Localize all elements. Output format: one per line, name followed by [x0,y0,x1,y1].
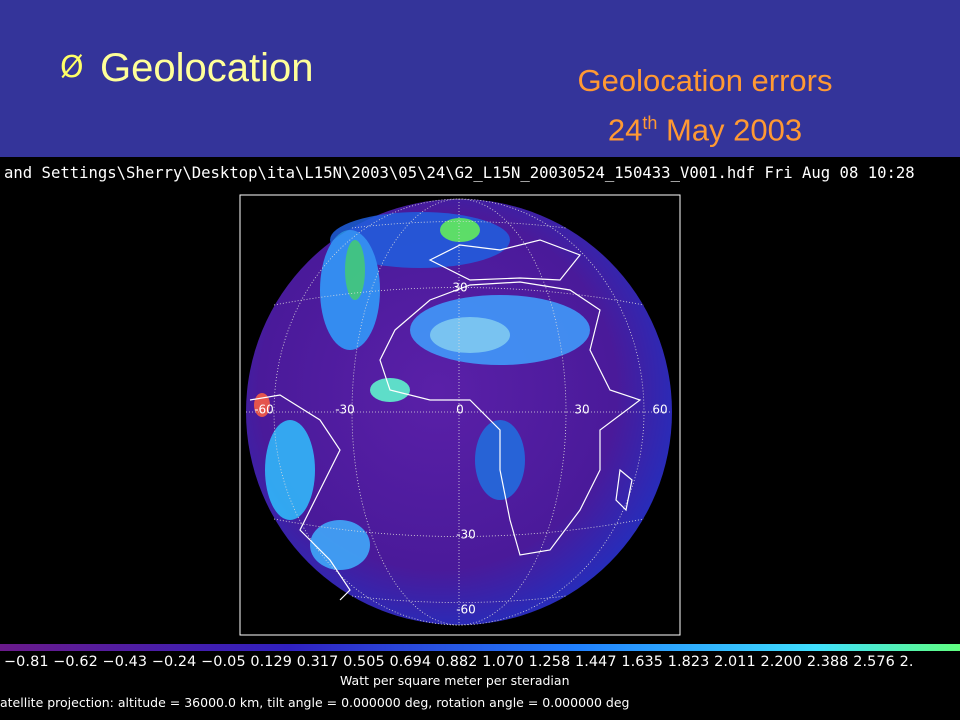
grid-label: 30 [574,403,589,417]
projection: atellite projection: altitude = 36000.0 … [0,695,630,710]
title: Geolocation [100,46,314,90]
caption-day: 24 [607,112,643,148]
grid-label: -60 [254,403,274,417]
grid-label: 0 [456,403,464,417]
file-path: and Settings\Sherry\Desktop\ita\L15N\200… [4,164,915,182]
grid-labels: 30 -60 -30 0 30 60 -30 -60 [254,281,667,617]
caption: Geolocation errors 24th May 2003 [540,60,870,151]
caption-rest: May 2003 [665,112,803,148]
grid-label: 60 [652,403,667,417]
grid-label: -60 [456,603,476,617]
grid-label: -30 [335,403,355,417]
grid-label: 30 [452,281,467,295]
caption-line: Geolocation errors [577,63,833,98]
graticule [246,198,672,626]
colorbar-labels: −0.81 −0.62 −0.43 −0.24 −0.05 0.129 0.31… [4,654,914,670]
header-band [0,0,960,157]
colorbar [0,644,960,651]
units: Watt per square meter per steradian [340,673,570,688]
cloud-patterns [254,212,590,570]
grid-label: -30 [456,528,476,542]
caption-sup: th [642,113,658,133]
coastlines [249,239,642,601]
image-frame [239,194,681,636]
bullet: Ø [60,50,84,85]
